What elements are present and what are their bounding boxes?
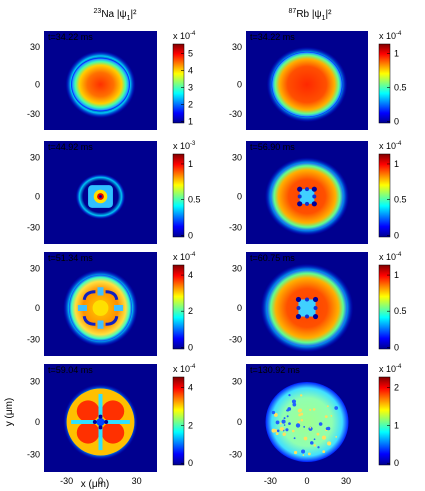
colorbar-tick-label: 1 <box>188 159 193 169</box>
colorbar-tick-label: 0 <box>394 116 399 126</box>
rb-panel-4: t=130.92 ms 30 0 -30 x 10-4 2 1 0 <box>229 364 402 472</box>
colorbar-exponent: x 10-4 <box>379 252 402 262</box>
panels-layer: t=34.22 ms 30 0 -30 x 10-4 5 4 3 2 1 t=44.92 ms 30 0… <box>27 31 407 486</box>
y-tick-label: 0 <box>237 80 242 90</box>
time-label: t=56.90 ms <box>250 142 295 152</box>
colorbar <box>172 264 185 350</box>
y-tick-label: -30 <box>229 334 242 344</box>
colorbar <box>172 43 185 124</box>
x-axis-label: x (μm) <box>81 479 110 490</box>
colorbar-tick-label: 1 <box>188 116 193 126</box>
colorbar-tick-label: 0 <box>394 458 399 468</box>
rb-panel-3: t=60.75 ms 30 0 -30 x 10-4 1 0.5 0 <box>229 252 407 356</box>
y-tick-label: 0 <box>237 192 242 202</box>
colorbar-tick-label: 4 <box>188 65 193 75</box>
colorbar-exponent: x 10-4 <box>173 31 196 41</box>
colorbar <box>172 376 185 466</box>
colorbar-exponent: x 10-4 <box>173 252 196 262</box>
y-tick-label: -30 <box>27 223 40 233</box>
colorbar-exponent: x 10-4 <box>379 364 402 374</box>
y-tick-label: 30 <box>30 376 40 386</box>
x-tick-label: -30 <box>60 476 73 486</box>
colorbar-tick-label: 4 <box>188 383 193 393</box>
y-tick-label: 30 <box>30 152 40 162</box>
y-tick-label: -30 <box>27 334 40 344</box>
time-label: t=130.92 ms <box>250 365 300 375</box>
colorbar-exponent: x 10-3 <box>173 141 196 151</box>
y-tick-label: -30 <box>27 450 40 460</box>
y-tick-label: -30 <box>229 109 242 119</box>
colorbar-tick-label: 0 <box>188 230 193 240</box>
y-axis-label: y (μm) <box>4 398 15 427</box>
colorbar-exponent: x 10-4 <box>379 141 402 151</box>
colorbar-tick-label: 3 <box>188 82 193 92</box>
colorbar-tick-label: 1 <box>394 48 399 58</box>
y-tick-label: 0 <box>237 417 242 427</box>
y-tick-label: 30 <box>30 42 40 52</box>
colorbar-tick-label: 1 <box>394 270 399 280</box>
colorbar-tick-label: 0.5 <box>394 195 407 205</box>
colorbar <box>378 264 391 350</box>
colorbar-tick-label: 0 <box>188 342 193 352</box>
y-tick-label: 0 <box>35 417 40 427</box>
time-label: t=59.04 ms <box>48 365 93 375</box>
colorbar-tick-label: 2 <box>394 383 399 393</box>
y-tick-label: 0 <box>35 80 40 90</box>
na-panel-2: t=44.92 ms 30 0 -30 x 10-3 1 0.5 0 <box>27 141 201 244</box>
y-tick-label: 0 <box>35 192 40 202</box>
colorbar-tick-label: 2 <box>188 420 193 430</box>
x-tick-label: 0 <box>98 476 103 486</box>
x-tick-label: 0 <box>304 476 309 486</box>
na-panel-3: t=51.34 ms 30 0 -30 x 10-4 4 2 0 <box>27 252 196 356</box>
colorbar-tick-label: 0 <box>394 342 399 352</box>
colorbar-tick-label: 2 <box>188 99 193 109</box>
time-label: t=34.22 ms <box>48 32 93 42</box>
na-column-title: 23Na |ψ1|² <box>94 8 138 22</box>
colorbar <box>378 376 391 466</box>
rb-panel-1: t=34.22 ms 30 0 -30 x 10-4 1 0.5 0 <box>229 31 407 130</box>
x-tick-label: 30 <box>341 476 351 486</box>
x-tick-label: -30 <box>264 476 277 486</box>
colorbar-exponent: x 10-4 <box>379 31 402 41</box>
colorbar-tick-label: 0 <box>188 458 193 468</box>
x-tick-label: 30 <box>132 476 142 486</box>
colorbar <box>378 153 391 238</box>
colorbar-tick-label: 0.5 <box>394 306 407 316</box>
colorbar-tick-label: 2 <box>188 306 193 316</box>
colorbar-tick-label: 4 <box>188 270 193 280</box>
y-tick-label: 30 <box>232 42 242 52</box>
y-tick-label: 0 <box>35 303 40 313</box>
time-label: t=34.22 ms <box>250 32 295 42</box>
colorbar-tick-label: 1 <box>394 159 399 169</box>
time-label: t=51.34 ms <box>48 253 93 263</box>
rb-panel-2: t=56.90 ms 30 0 -30 x 10-4 1 0.5 0 <box>229 141 407 244</box>
colorbar-exponent: x 10-4 <box>173 364 196 374</box>
y-tick-label: 0 <box>237 303 242 313</box>
y-tick-label: 30 <box>232 376 242 386</box>
colorbar-tick-label: 5 <box>188 48 193 58</box>
time-label: t=44.92 ms <box>48 142 93 152</box>
na-panel-1: t=34.22 ms 30 0 -30 x 10-4 5 4 3 2 1 <box>27 31 196 130</box>
colorbar-tick-label: 0 <box>394 230 399 240</box>
y-tick-label: 30 <box>30 264 40 274</box>
y-tick-label: 30 <box>232 264 242 274</box>
y-tick-label: -30 <box>229 450 242 460</box>
colorbar <box>378 43 391 124</box>
y-tick-label: 30 <box>232 152 242 162</box>
y-tick-label: -30 <box>229 223 242 233</box>
rb-column-title: 87Rb |ψ1|² <box>289 8 333 22</box>
na-panel-4: t=59.04 ms 30 0 -30 x 10-4 4 2 0 <box>27 364 196 472</box>
colorbar-tick-label: 0.5 <box>188 195 201 205</box>
y-tick-label: -30 <box>27 109 40 119</box>
colorbar <box>172 153 185 238</box>
colorbar-tick-label: 1 <box>394 420 399 430</box>
time-label: t=60.75 ms <box>250 253 295 263</box>
colorbar-tick-label: 0.5 <box>394 82 407 92</box>
